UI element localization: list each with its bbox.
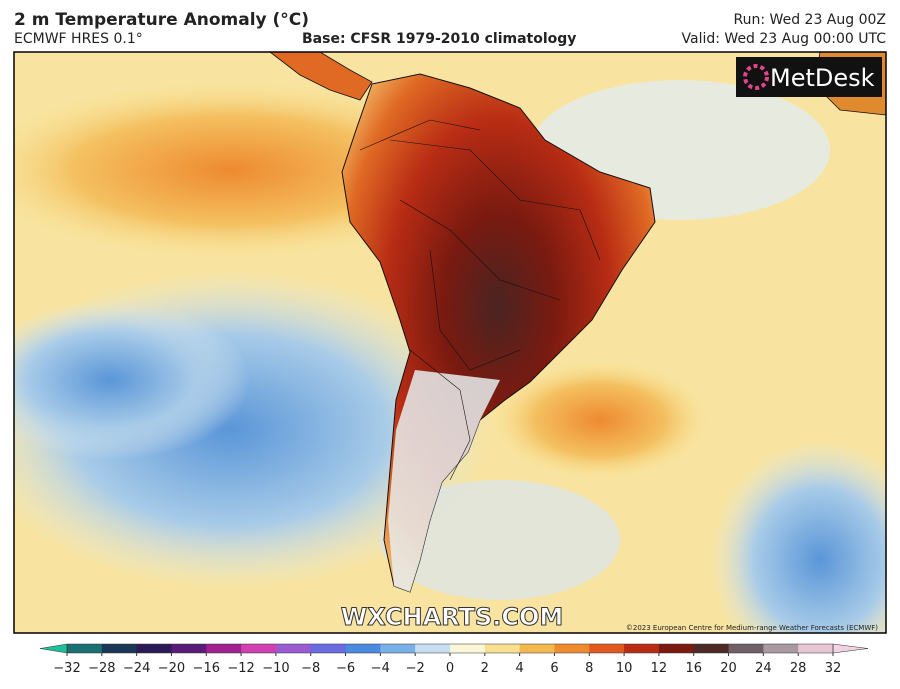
colorbar-segment [484,644,521,653]
model: ECMWF HRES 0.1° [14,31,143,47]
colorbar-segment [415,644,451,653]
colorbar-tick-label: −6 [336,661,355,676]
colorbar-segment [763,644,799,653]
colorbar-tick-label: 2 [481,661,489,676]
colorbar-segment [624,644,660,653]
colorbar-segment [345,644,381,653]
map-field: MetDesk WXCHARTS.COM ©2023 European Cent… [14,52,886,633]
colorbar-tick-label: −24 [123,661,150,676]
credit: ©2023 European Centre for Medium-range W… [626,624,878,632]
colorbar-segment [67,644,103,653]
colorbar-segment [728,644,764,653]
colorbar-tick-label: 8 [585,661,593,676]
colorbar-tick-label: 32 [825,661,842,676]
colorbar-tick-label: −4 [371,661,390,676]
colorbar-tick-label: −8 [301,661,320,676]
logo-box [736,57,882,97]
watermark: WXCHARTS.COM [341,603,563,631]
logo: MetDesk [770,64,875,92]
colorbar-tick-label: 10 [616,661,633,676]
colorbar-segment [693,644,730,653]
colorbar-segment [171,644,207,653]
title: 2 m Temperature Anomaly (°C) [14,10,310,30]
colorbar-low [39,643,68,654]
colorbar-segment [519,644,555,653]
colorbar-segment [380,644,416,653]
colorbar-tick-label: −16 [193,661,220,676]
colorbar-tick-label: −20 [158,661,185,676]
colorbar-tick-label: 16 [685,661,702,676]
colorbar-tick-label: −32 [53,661,80,676]
colorbar-tick-label: 20 [720,661,737,676]
colorbar-tick-label: 4 [515,661,523,676]
colorbar-tick-label: 24 [755,661,772,676]
colorbar-tick-label: 0 [446,661,454,676]
colorbar-tick-label: 28 [790,661,807,676]
colorbar: −32 −28 −24 −20 −16 −12 −10 −8 −6 −4 −2 0 2 4 6 8 10 12 16… [39,643,869,676]
colorbar-segment [206,644,242,653]
base: Base: CFSR 1979-2010 climatology [302,31,577,47]
valid: Valid: Wed 23 Aug 00:00 UTC [681,31,886,47]
colorbar-tick-label: −28 [88,661,115,676]
colorbar-segment [589,644,625,653]
colorbar-tick-label: 12 [651,661,668,676]
colorbar-segment [554,644,590,653]
colorbar-segment [136,644,172,653]
colorbar-segment [241,644,277,653]
colorbar-segment [275,644,312,653]
colorbar-segment [658,644,695,653]
map-frame [13,51,887,634]
colorbar-tick-label: −10 [262,661,289,676]
colorbar-tick-label: 6 [550,661,558,676]
colorbar-tick-label: −12 [227,661,254,676]
colorbar-segment [798,644,834,653]
colorbar-segment [101,644,138,653]
colorbar-high [832,643,869,654]
colorbar-tick-label: −2 [406,661,425,676]
colorbar-segment [310,644,347,653]
run: Run: Wed 23 Aug 00Z [733,12,886,28]
colorbar-segment [450,644,486,653]
